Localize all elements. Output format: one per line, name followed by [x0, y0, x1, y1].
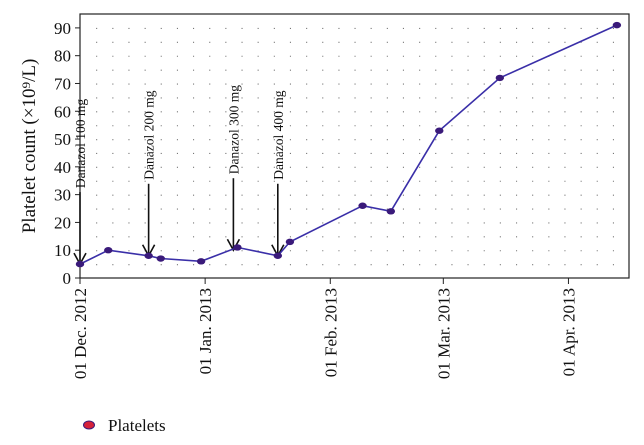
y-tick-label: 30	[54, 186, 71, 205]
y-tick-label: 10	[54, 241, 71, 260]
annotation-label: Danazol 300 mg	[226, 85, 241, 174]
plot-frame	[79, 13, 630, 279]
y-tick-label: 20	[54, 213, 71, 232]
x-tick-label: 01 Mar. 2013	[434, 288, 453, 379]
annotations: Danazol 100 mg Danazol 200 mg Danazol 300 …	[73, 85, 286, 266]
data-point	[273, 252, 283, 259]
y-tick-label: 40	[54, 158, 71, 177]
series-line	[79, 24, 618, 265]
data-point	[386, 208, 396, 215]
data-point	[612, 21, 622, 29]
x-axis: 01 Dec. 2012 01 Jan. 2013 01 Feb. 2013 01 M…	[71, 278, 578, 379]
x-tick-label: 01 Dec. 2012	[71, 288, 90, 379]
data-point	[435, 127, 444, 134]
data-point	[233, 244, 242, 251]
y-tick-label: 50	[54, 130, 71, 149]
x-tick-label: 01 Feb. 2013	[321, 288, 340, 377]
data-point	[104, 247, 113, 254]
y-tick-label: 90	[54, 19, 71, 38]
y-axis-label: Platelet count (×10⁹/L)	[19, 59, 40, 234]
data-point	[196, 258, 206, 265]
y-tick-label: 0	[63, 269, 72, 288]
data-point	[495, 74, 505, 82]
y-tick-label: 80	[54, 47, 71, 66]
legend-label: Platelets	[108, 416, 166, 435]
data-point	[285, 238, 295, 246]
legend: Platelets	[83, 416, 166, 435]
annotation-label: Danazol 100 mg	[73, 99, 88, 188]
series-layer	[75, 21, 622, 268]
legend-marker	[83, 420, 95, 430]
grid	[96, 27, 615, 266]
x-tick-label: 01 Jan. 2013	[196, 288, 215, 374]
y-tick-label: 70	[54, 74, 71, 93]
annotation-arrow-head	[226, 238, 241, 252]
y-axis: 0 10 20 30 40 50 60 70 80 90	[54, 19, 80, 288]
data-point	[156, 255, 165, 262]
y-tick-label: 60	[54, 102, 71, 121]
annotation-label: Danazol 200 mg	[142, 90, 157, 179]
data-point	[144, 252, 153, 259]
x-tick-label: 01 Apr. 2013	[559, 288, 578, 376]
data-point	[75, 260, 85, 268]
grid-dots	[96, 27, 615, 266]
annotation-label: Danazol 400 mg	[271, 90, 286, 179]
data-point	[358, 202, 367, 209]
